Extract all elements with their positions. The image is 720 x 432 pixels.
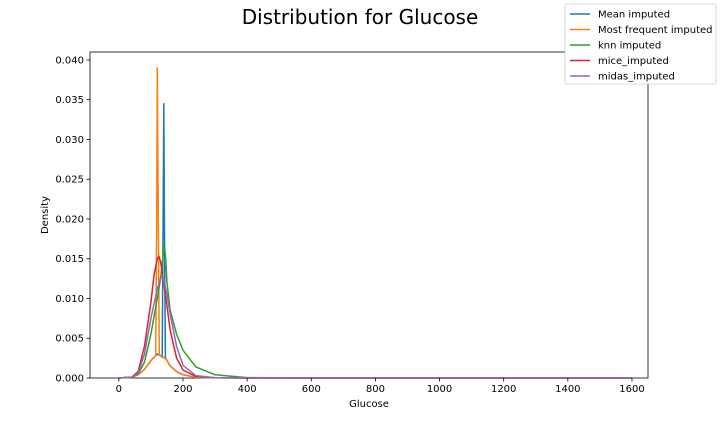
- series-line-mean-imputed: [118, 102, 632, 379]
- y-axis-label: Density: [40, 196, 51, 234]
- y-tick-label: 0.040: [55, 55, 84, 66]
- chart-title: Distribution for Glucose: [242, 5, 479, 29]
- y-tick-label: 0.010: [55, 294, 84, 305]
- series-line-most-frequent-imputed: [118, 67, 632, 379]
- y-tick-label: 0.025: [55, 175, 84, 186]
- series-line-midas-imputed: [118, 276, 632, 379]
- legend-entry: knn imputed: [598, 41, 661, 52]
- legend-entry: midas_imputed: [598, 72, 675, 83]
- x-tick-label: 400: [238, 384, 257, 395]
- legend-entry: Most frequent imputed: [598, 25, 713, 36]
- x-tick-label: 600: [302, 384, 321, 395]
- legend-entry: mice_imputed: [598, 56, 669, 67]
- y-tick-label: 0.030: [55, 135, 84, 146]
- legend-entry: Mean imputed: [598, 10, 670, 21]
- x-tick-label: 1400: [555, 384, 580, 395]
- x-tick-label: 1200: [491, 384, 516, 395]
- x-tick-label: 800: [366, 384, 385, 395]
- y-tick-label: 0.005: [55, 334, 84, 345]
- y-tick-label: 0.015: [55, 254, 84, 265]
- y-tick-label: 0.035: [55, 95, 84, 106]
- x-tick-label: 200: [173, 384, 192, 395]
- x-tick-label: 1000: [427, 384, 452, 395]
- x-tick-label: 1600: [619, 384, 644, 395]
- series-line-mice-imputed: [118, 255, 632, 379]
- series-layer: [118, 67, 632, 379]
- legend: Mean imputed Most frequent imputed knn imp…: [564, 3, 717, 85]
- series-line-knn-imputed: [118, 244, 632, 379]
- x-axis-label: Glucose: [349, 399, 389, 410]
- legend-box: [564, 3, 717, 85]
- x-tick-label: 0: [116, 384, 122, 395]
- y-axis: 0.000 0.005 0.010 0.015 0.020 0.025 0.030 0.035…: [55, 55, 90, 385]
- x-axis: 0 200 400 600 800 1000 1200 1400 1600: [116, 378, 645, 395]
- y-tick-label: 0.020: [55, 214, 84, 225]
- y-tick-label: 0.000: [55, 374, 84, 385]
